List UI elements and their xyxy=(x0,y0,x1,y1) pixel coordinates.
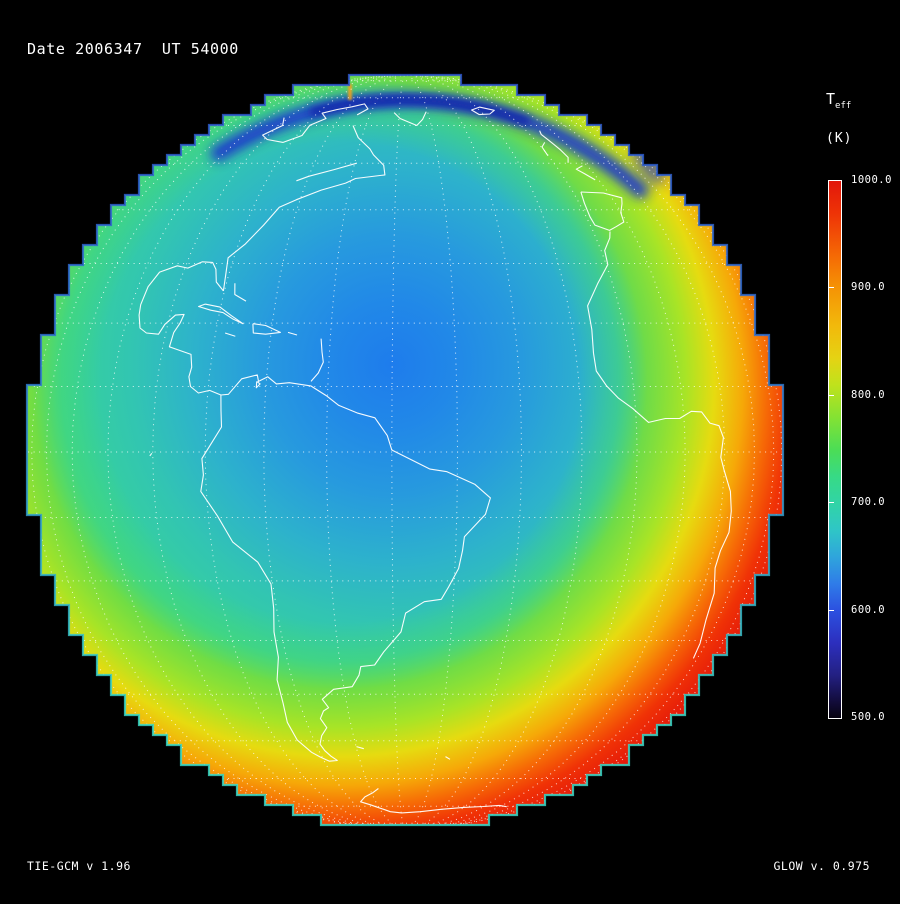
colorbar-tick-label-700.0: 700.0 xyxy=(851,496,886,509)
graticule-grid xyxy=(28,75,783,825)
colorbar-tick-label-1000.0: 1000.0 xyxy=(851,174,892,186)
colorbar-tick-mark xyxy=(829,502,834,504)
colorbar-tick-label-900.0: 900.0 xyxy=(851,281,886,294)
aurora-core xyxy=(309,95,530,126)
glow-version-label: GLOW v. 0.975 xyxy=(773,859,870,873)
plot-title: Date 2006347 UT 54000 xyxy=(27,40,239,58)
coastlines xyxy=(138,103,732,814)
pixelated-rim xyxy=(25,73,785,827)
colorbar-tick-label-600.0: 600.0 xyxy=(851,603,886,616)
colorbar-variable: T xyxy=(826,90,836,108)
colorbar-variable-subscript: eff xyxy=(835,101,852,111)
colorbar-tick-mark xyxy=(829,609,834,611)
colorbar-tick-mark xyxy=(829,287,834,289)
colorbar-units: (K) xyxy=(826,131,853,146)
colorbar-tick-label-800.0: 800.0 xyxy=(851,388,886,401)
colorbar-gradient-bar xyxy=(828,180,842,719)
rim-orange-tick xyxy=(348,84,352,100)
colorbar-tick-mark xyxy=(829,394,834,396)
colorbar-title: Teff xyxy=(826,90,851,111)
colorbar-tick-label-500.0: 500.0 xyxy=(851,711,886,723)
model-version-label: TIE-GCM v 1.96 xyxy=(27,859,131,873)
